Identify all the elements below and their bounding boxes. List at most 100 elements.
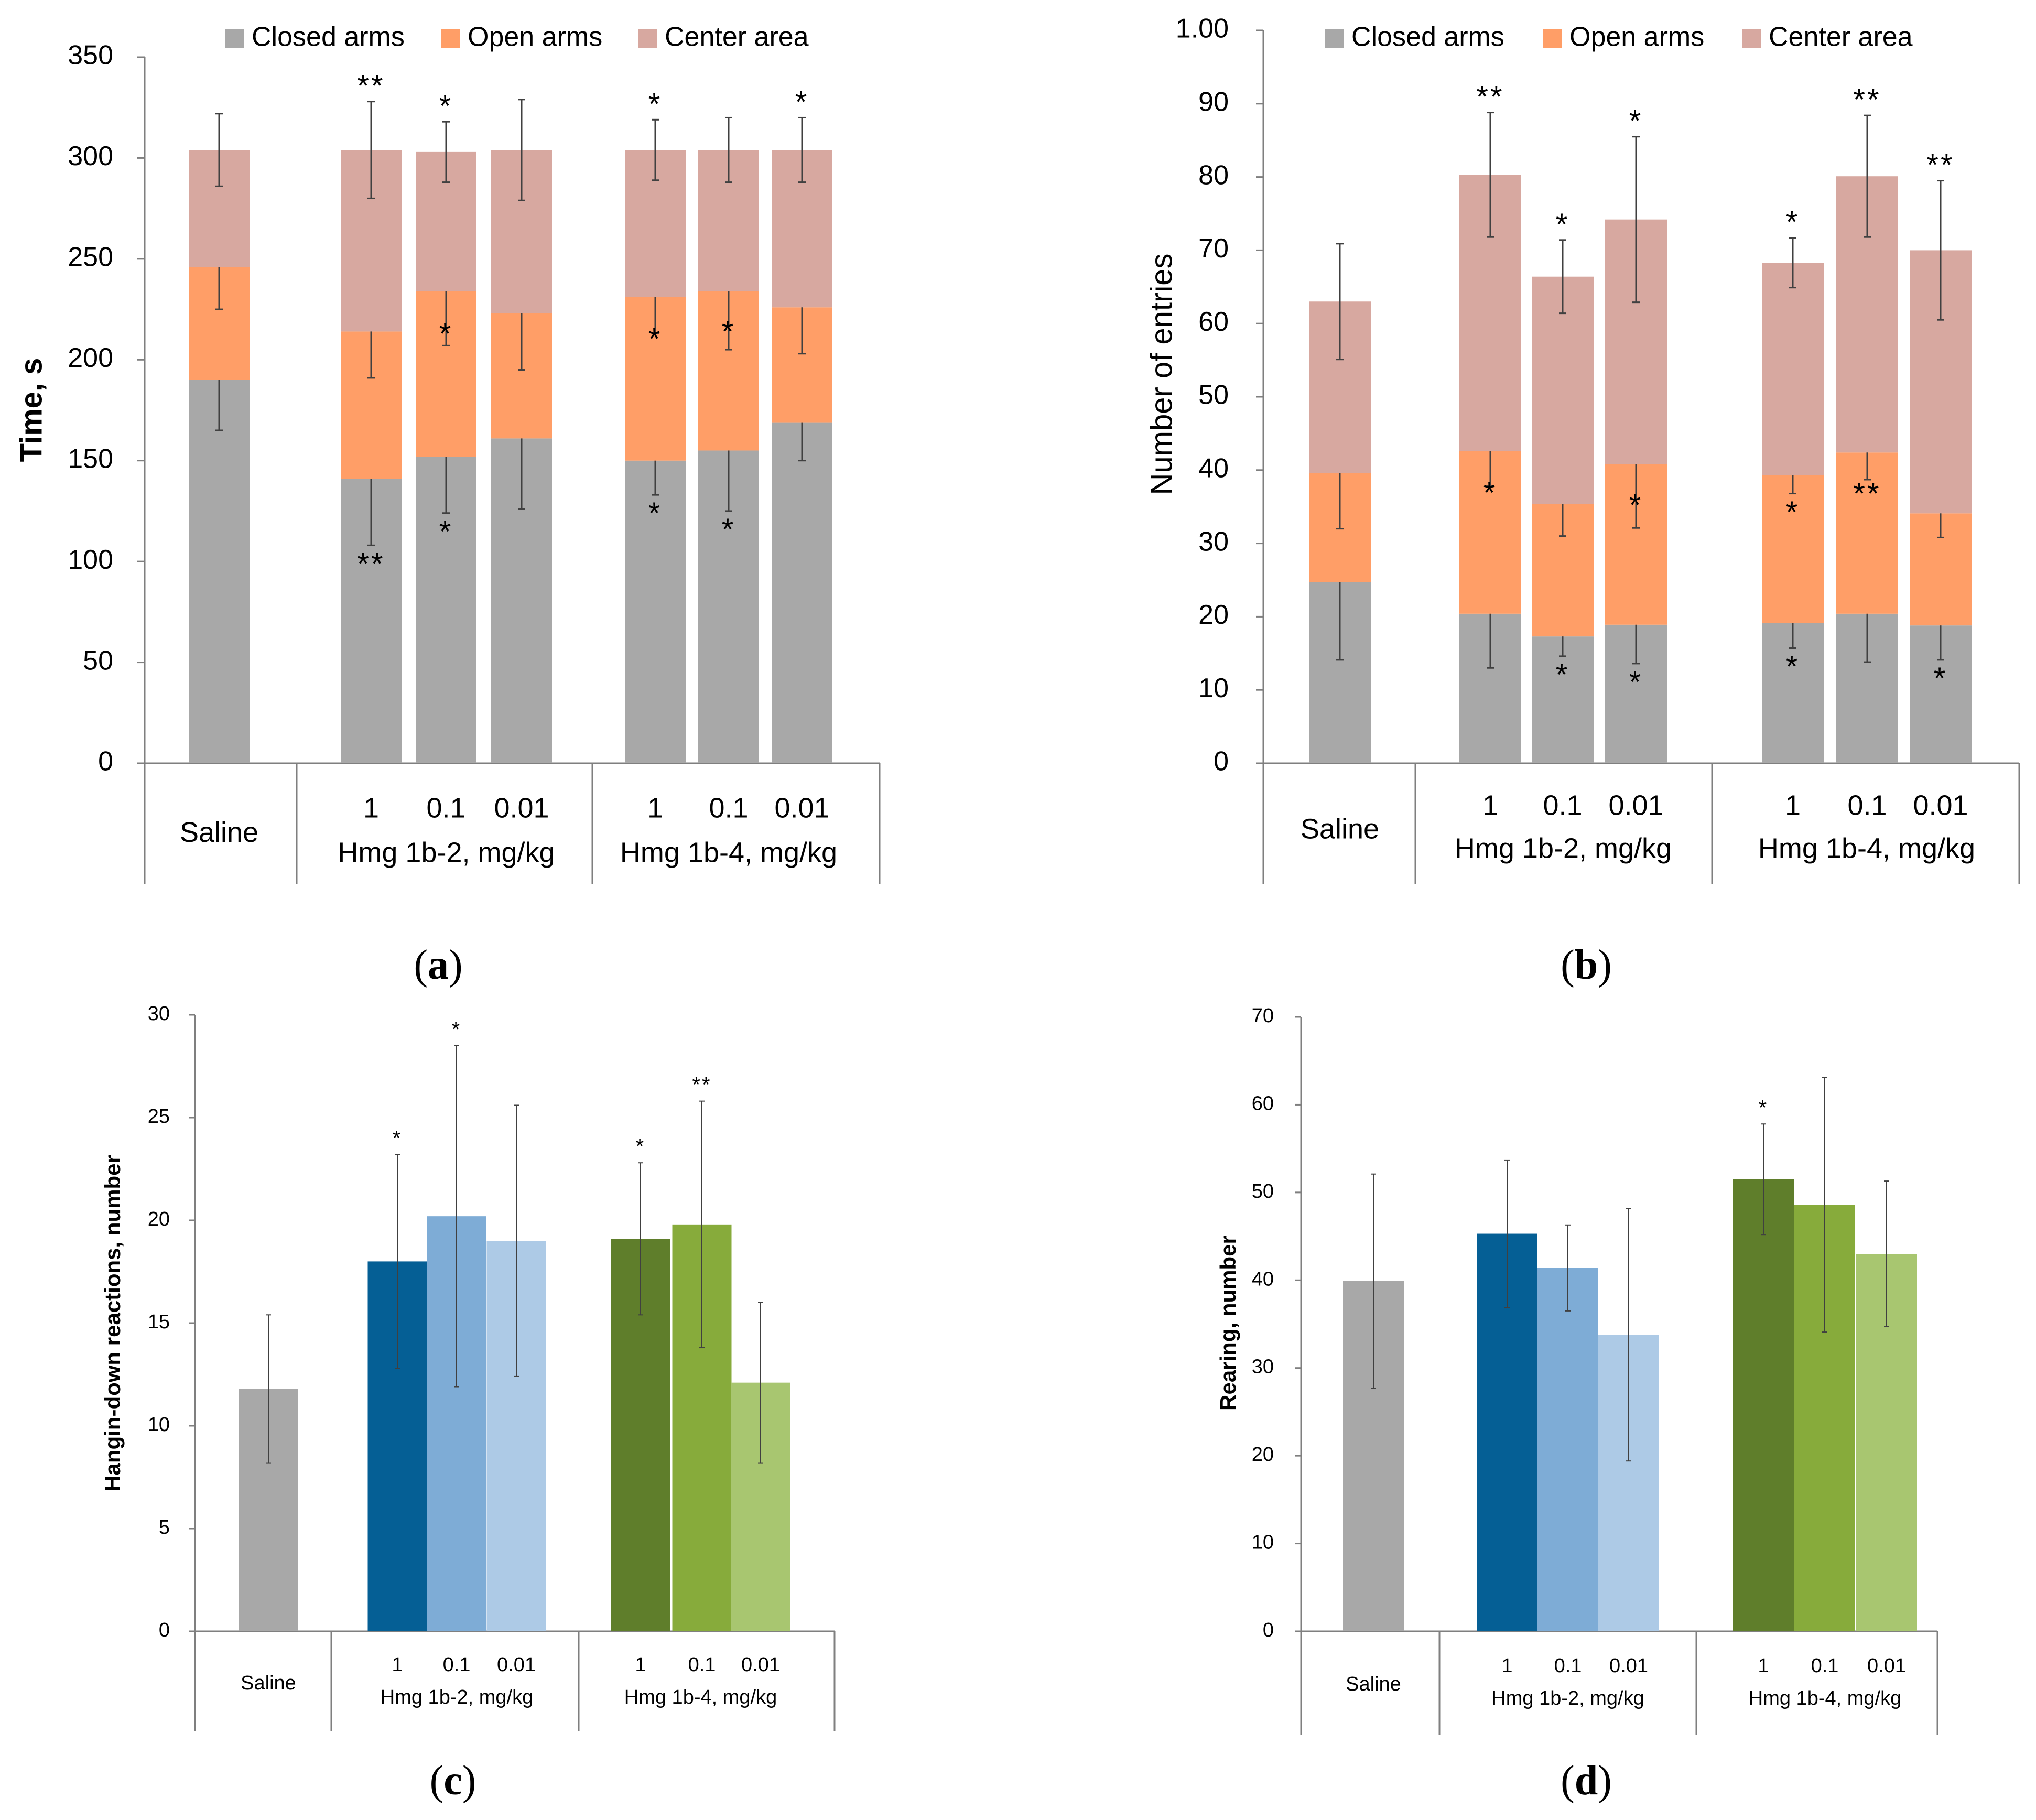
y-tick-label: 10 xyxy=(1252,1532,1274,1554)
significance-marker: ** xyxy=(1476,80,1504,114)
y-tick-label: 300 xyxy=(68,141,113,171)
legend-swatch xyxy=(638,29,657,48)
y-tick-label: 60 xyxy=(1198,307,1229,337)
x-category-label: 1 xyxy=(1482,789,1498,821)
x-category-label: 0.01 xyxy=(1913,789,1968,821)
bar-center xyxy=(1762,263,1824,475)
bar-open xyxy=(1762,475,1824,623)
significance-marker: * xyxy=(722,315,736,349)
y-tick-label: 25 xyxy=(148,1106,170,1128)
y-tick-label: 50 xyxy=(83,645,113,676)
y-tick-label: 350 xyxy=(68,40,113,71)
x-category-label: 1 xyxy=(363,792,379,824)
y-tick-label: 150 xyxy=(68,443,113,474)
x-group-label: Hmg 1b-4, mg/kg xyxy=(620,837,837,868)
legend-label: Closed arms xyxy=(252,22,405,52)
y-axis-label: Hangin-down reactions, number xyxy=(100,1155,125,1491)
x-category-label: 0.1 xyxy=(1811,1655,1839,1677)
panel-caption: (a) xyxy=(414,942,462,988)
chart-panel-c: 0 5 10 15 20 25 30 Hangin-down reactions, numbe… xyxy=(100,1003,836,1804)
x-category-label: 0.1 xyxy=(1554,1655,1582,1677)
significance-marker: ** xyxy=(1853,477,1881,511)
x-category-label: 0.1 xyxy=(443,1654,471,1676)
significance-marker: * xyxy=(636,1135,646,1158)
legend-label: Center area xyxy=(1769,22,1913,52)
y-tick-label: 20 xyxy=(1252,1444,1274,1466)
x-group-label: Hmg 1b-4, mg/kg xyxy=(624,1686,777,1708)
significance-marker: * xyxy=(648,87,663,121)
x-category-label: 1 xyxy=(1501,1655,1512,1677)
x-category-label: 0.01 xyxy=(497,1654,536,1676)
x-category-label: 0.1 xyxy=(1543,789,1582,821)
y-tick-label: 50 xyxy=(1252,1180,1274,1202)
y-tick-label: 0 xyxy=(1214,746,1229,777)
significance-marker: * xyxy=(1759,1096,1769,1119)
legend-swatch xyxy=(1325,29,1344,48)
y-tick-label: 0 xyxy=(159,1619,170,1641)
significance-marker: * xyxy=(439,89,453,123)
significance-marker: * xyxy=(1483,476,1498,510)
y-tick-label: 0 xyxy=(98,746,113,777)
x-category-label: 1 xyxy=(635,1654,646,1676)
x-category-label: 1 xyxy=(392,1654,403,1676)
x-category-label: 0.1 xyxy=(688,1654,716,1676)
x-group-label: Hmg 1b-2, mg/kg xyxy=(1491,1687,1644,1709)
x-category-label: 0.01 xyxy=(1608,789,1663,821)
significance-marker: * xyxy=(439,515,453,549)
y-tick-label: 5 xyxy=(159,1516,170,1539)
panel-caption: (d) xyxy=(1561,1758,1612,1804)
x-category-label: 0.01 xyxy=(1867,1655,1906,1677)
significance-marker: * xyxy=(1629,665,1643,699)
x-category-label: 0.01 xyxy=(494,792,549,824)
significance-marker: * xyxy=(1629,489,1643,523)
x-group-label: Hmg 1b-2, mg/kg xyxy=(1455,832,1672,864)
chart-panel-a: 0 50 100 150 200 250 300 350 Time, s 1 0.1 0.01 1 0.1… xyxy=(14,22,881,988)
y-tick-label: 10 xyxy=(1198,673,1229,703)
significance-marker: * xyxy=(1556,658,1570,692)
bar-closed xyxy=(772,422,832,763)
significance-marker: ** xyxy=(357,69,385,103)
x-group-label: Hmg 1b-2, mg/kg xyxy=(338,837,555,868)
y-tick-label: 70 xyxy=(1252,1005,1274,1027)
x-group-label: Hmg 1b-2, mg/kg xyxy=(381,1686,533,1708)
chart-panel-b: 0 10 20 30 40 50 60 70 80 90 1.00 Number of entries… xyxy=(1144,14,2020,988)
x-category-label: 1 xyxy=(1785,789,1801,821)
legend-swatch xyxy=(225,29,244,48)
x-category-label: 0.01 xyxy=(741,1654,780,1676)
y-tick-label: 70 xyxy=(1198,233,1229,264)
panel-caption: (c) xyxy=(430,1758,476,1804)
significance-marker: ** xyxy=(357,547,385,581)
y-axis-label: Rearing, number xyxy=(1216,1236,1240,1411)
y-tick-label: 15 xyxy=(148,1311,170,1333)
significance-marker: * xyxy=(1629,104,1643,138)
significance-marker: * xyxy=(452,1018,462,1041)
legend-label: Open arms xyxy=(1569,22,1704,52)
y-tick-label: 50 xyxy=(1198,380,1229,410)
x-group-label: Hmg 1b-4, mg/kg xyxy=(1749,1687,1901,1709)
y-tick-label: 30 xyxy=(148,1003,170,1025)
significance-marker: * xyxy=(722,513,736,547)
y-tick-label: 60 xyxy=(1252,1092,1274,1114)
legend-label: Open arms xyxy=(468,22,602,52)
x-category-label: 1 xyxy=(1758,1655,1769,1677)
x-category-label: 0.1 xyxy=(1847,789,1887,821)
significance-marker: * xyxy=(1786,495,1800,529)
x-group-label: Saline xyxy=(1301,813,1379,844)
significance-marker: * xyxy=(795,85,809,119)
y-tick-label: 80 xyxy=(1198,160,1229,190)
x-category-label: 0.1 xyxy=(709,792,748,824)
x-group-label: Hmg 1b-4, mg/kg xyxy=(1758,832,1975,864)
y-tick-label: 30 xyxy=(1198,526,1229,557)
y-axis-label: Time, s xyxy=(14,358,48,462)
bar-closed xyxy=(1532,636,1594,763)
y-tick-label: 0 xyxy=(1263,1619,1274,1641)
x-group-label: Saline xyxy=(180,817,258,848)
x-category-label: 0.01 xyxy=(1609,1655,1648,1677)
legend-swatch xyxy=(1543,29,1562,48)
significance-marker: * xyxy=(1934,662,1948,696)
x-category-label: 0.01 xyxy=(774,792,829,824)
y-tick-label: 20 xyxy=(148,1208,170,1230)
significance-marker: * xyxy=(393,1127,403,1150)
y-tick-label: 20 xyxy=(1198,600,1229,630)
